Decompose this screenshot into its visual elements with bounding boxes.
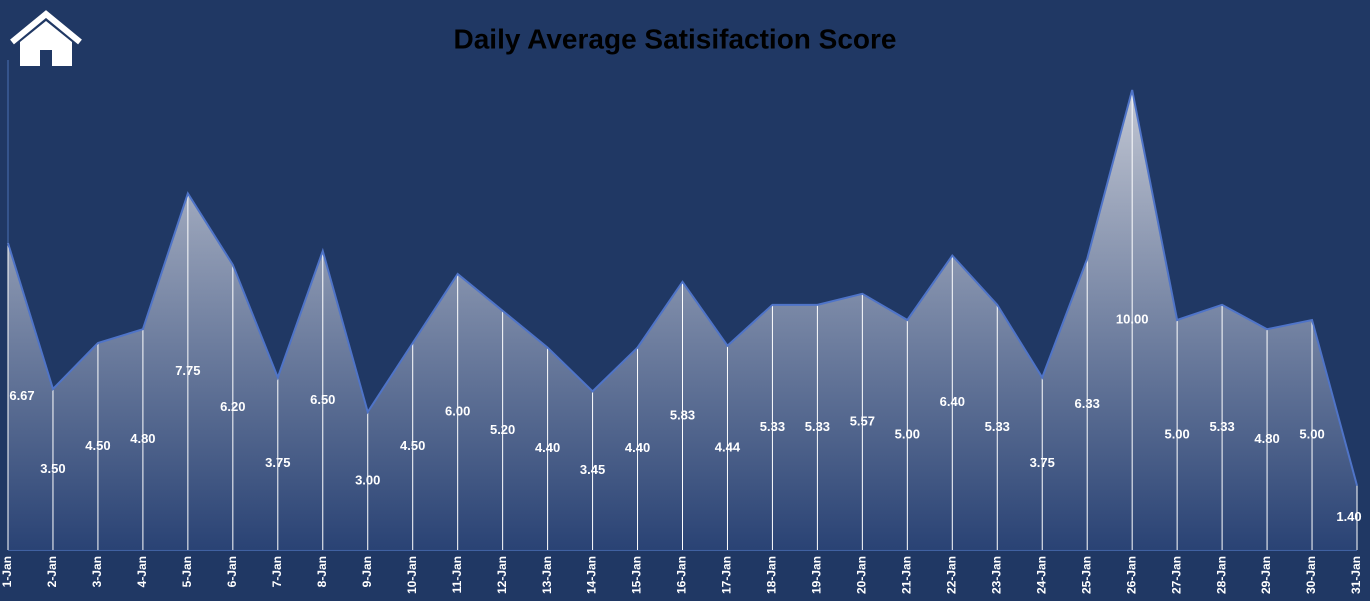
x-tick-label: 30-Jan [1304,556,1318,594]
value-label: 5.57 [850,413,875,428]
value-label: 4.80 [1254,431,1279,446]
x-tick-label: 2-Jan [45,556,59,587]
value-label: 5.00 [1299,426,1324,441]
x-tick-label: 19-Jan [810,556,824,594]
x-tick-label: 18-Jan [765,556,779,594]
value-label: 5.83 [670,407,695,422]
home-roof [10,10,82,45]
value-label: 4.40 [535,440,560,455]
value-label: 4.80 [130,431,155,446]
value-label: 5.33 [760,419,785,434]
value-label: 6.40 [940,394,965,409]
x-tick-label: 29-Jan [1259,556,1273,594]
x-tick-label: 4-Jan [135,556,149,587]
value-label: 6.33 [1075,396,1100,411]
value-label: 5.00 [1164,426,1189,441]
x-tick-label: 5-Jan [180,556,194,587]
x-tick-label: 25-Jan [1079,556,1093,594]
value-label: 7.75 [175,363,200,378]
value-label: 5.20 [490,422,515,437]
value-label: 3.75 [1030,455,1055,470]
chart-title: Daily Average Satisifaction Score [454,23,897,54]
x-tick-label: 9-Jan [360,556,374,587]
x-tick-label: 20-Jan [855,556,869,594]
value-label: 3.50 [40,461,65,476]
value-label: 5.33 [805,419,830,434]
value-label: 5.00 [895,426,920,441]
value-label: 5.33 [1209,419,1234,434]
x-tick-label: 15-Jan [630,556,644,594]
x-tick-label: 3-Jan [90,556,104,587]
value-label: 4.50 [85,438,110,453]
x-tick-label: 7-Jan [270,556,284,587]
value-label: 3.75 [265,455,290,470]
value-label: 10.00 [1116,311,1149,326]
value-label: 6.00 [445,403,470,418]
x-tick-label: 28-Jan [1214,556,1228,594]
value-label: 4.40 [625,440,650,455]
value-label: 3.45 [580,462,605,477]
x-tick-label: 8-Jan [315,556,329,587]
x-tick-label: 10-Jan [405,556,419,594]
area-line [7,89,1358,486]
x-tick-label: 21-Jan [900,556,914,594]
x-tick-label: 22-Jan [944,556,958,594]
x-tick-label: 27-Jan [1169,556,1183,594]
value-label: 4.50 [400,438,425,453]
x-tick-label: 17-Jan [720,556,734,594]
x-tick-label: 1-Jan [0,556,14,587]
x-tick-label: 24-Jan [1034,556,1048,594]
x-tick-label: 26-Jan [1124,556,1138,594]
x-tick-label: 23-Jan [989,556,1003,594]
home-icon[interactable] [10,10,82,66]
x-tick-label: 11-Jan [450,556,464,593]
value-label: 5.33 [985,419,1010,434]
home-body [20,21,72,66]
x-tick-label: 16-Jan [675,556,689,594]
value-label: 4.44 [715,439,741,454]
x-tick-label: 13-Jan [540,556,554,594]
value-label: 6.50 [310,392,335,407]
value-label: 3.00 [355,472,380,487]
x-tick-label: 12-Jan [495,556,509,594]
x-tick-label: 14-Jan [585,556,599,594]
value-label: 1.40 [1336,509,1361,524]
x-tick-label: 31-Jan [1349,556,1363,594]
value-label: 6.20 [220,399,245,414]
value-label: 6.67 [9,388,34,403]
x-tick-label: 6-Jan [225,556,239,587]
